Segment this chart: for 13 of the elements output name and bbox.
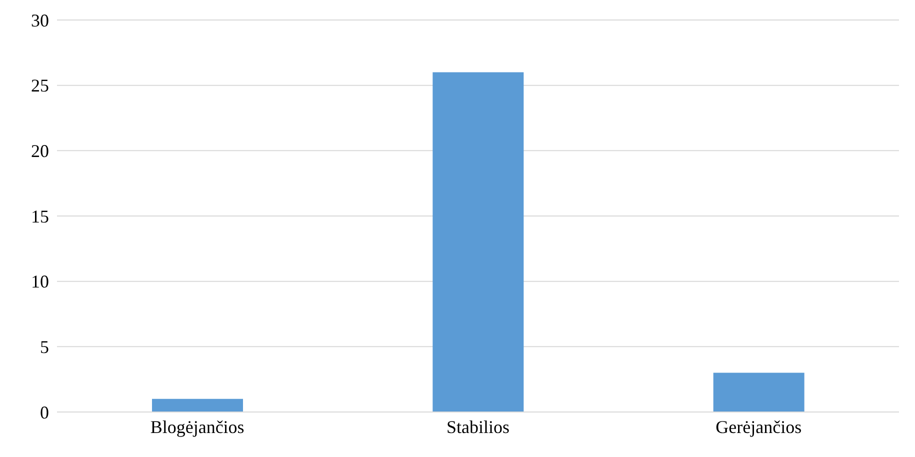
y-tick-label: 30: [31, 10, 49, 30]
bar: [713, 372, 804, 412]
y-tick-label: 10: [31, 272, 49, 292]
y-tick-label: 20: [31, 141, 49, 162]
x-tick-label: Stabilios: [446, 416, 510, 437]
y-tick-label: 5: [40, 337, 49, 358]
y-tick-label: 0: [40, 402, 49, 422]
y-tick-label: 25: [31, 76, 49, 96]
bar: [432, 72, 524, 412]
bar: [152, 398, 243, 412]
x-tick-label: Gerėjančios: [716, 416, 802, 437]
x-tick-label: Blogėjančios: [150, 416, 244, 437]
y-tick-label: 15: [31, 206, 49, 226]
